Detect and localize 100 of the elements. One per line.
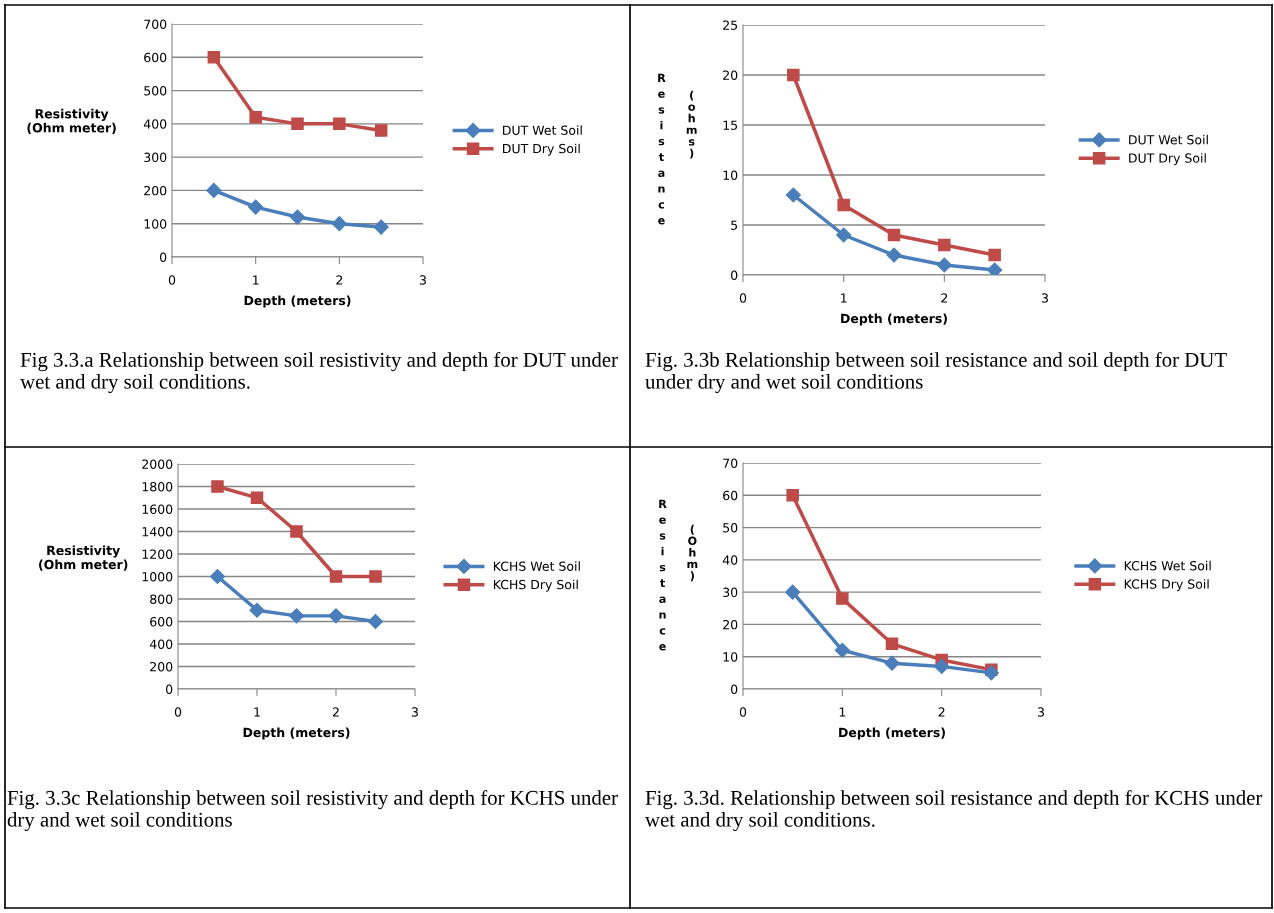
y-tick-label: 800 [150, 594, 173, 604]
x-tick-label: 3 [411, 707, 418, 717]
y-tick-label: 500 [144, 86, 167, 96]
legend-label: KCHS Wet Soil [1124, 560, 1211, 571]
point [787, 68, 800, 82]
y-tick-label: 2000 [142, 459, 173, 469]
y-tick-label: 70 [723, 458, 738, 468]
point [934, 658, 950, 674]
x-tick-label: 0 [739, 293, 747, 303]
x-tick-label: 0 [174, 707, 182, 717]
y-tick-label: 15 [723, 120, 738, 130]
point [369, 570, 382, 583]
caption: Fig. 3.3c Relationship between soil resistivity and depth for KCHS under dry and wet soil conditions [7, 790, 618, 832]
x-axis-title: Depth (meters) [244, 295, 351, 308]
point [936, 257, 952, 273]
point [938, 238, 951, 252]
x-tick-label: 1 [254, 707, 260, 717]
point [207, 51, 221, 64]
point [836, 592, 849, 605]
y-tick-label: 600 [144, 52, 167, 63]
point [331, 216, 347, 232]
point [785, 584, 801, 600]
legend-label: KCHS Wet Soil [493, 561, 580, 571]
y-tick-label: 0 [160, 252, 167, 262]
y-tick-label: 0 [731, 684, 738, 694]
point [983, 665, 999, 681]
legend-label: DUT Dry Soil [503, 143, 580, 156]
point [886, 247, 902, 263]
y-tick-label: 50 [723, 523, 738, 533]
point [211, 480, 224, 493]
point [291, 117, 304, 131]
y-tick-label: 600 [150, 616, 173, 627]
point [837, 198, 850, 212]
legend-label: DUT Wet Soil [1129, 134, 1208, 145]
point [373, 219, 389, 235]
caption: Fig. 3.3d. Relationship between soil resistance and depth for KCHS under wet and dry soil conditions. [645, 790, 1263, 832]
point [209, 568, 226, 585]
y-tick-label: 200 [150, 661, 173, 672]
x-tick-label: 2 [332, 707, 339, 717]
y-tick-label: 1600 [142, 504, 173, 514]
y-tick-label: 10 [723, 170, 738, 180]
y-tick-label: 200 [144, 185, 167, 196]
y-axis-title: Resistivity (Ohm meter) [27, 108, 116, 135]
point [884, 655, 900, 671]
y-tick-label: 700 [144, 19, 167, 29]
point [249, 602, 265, 618]
y-tick-label: 1200 [142, 549, 173, 559]
x-axis-title: Depth (meters) [841, 313, 947, 326]
point [329, 570, 343, 583]
point [785, 187, 801, 203]
x-axis-title: Depth (meters) [839, 727, 945, 740]
y-tick-label: 300 [144, 152, 167, 163]
y-tick-label: 20 [723, 619, 738, 630]
x-tick-label: 3 [1041, 293, 1048, 303]
x-tick-label: 2 [941, 293, 948, 303]
point [248, 199, 264, 215]
point [367, 613, 384, 630]
legend-label: KCHS Dry Soil [493, 579, 578, 592]
y-tick-label: 1400 [142, 526, 173, 537]
point [206, 182, 222, 198]
point [328, 608, 344, 624]
y-tick-label: 5 [731, 220, 738, 230]
text: Resistance (Ohm) [659, 499, 698, 651]
y-tick-label: 20 [723, 70, 738, 80]
y-tick-label: 400 [143, 119, 167, 129]
point [786, 489, 799, 502]
point [333, 117, 346, 131]
y-tick-label: 0 [166, 684, 173, 694]
legend-label: KCHS Dry Soil [1124, 579, 1209, 592]
point [288, 608, 305, 624]
x-tick-label: 3 [419, 275, 426, 285]
x-axis-title: Depth (meters) [243, 727, 350, 740]
x-tick-label: 2 [938, 707, 945, 717]
point [836, 227, 852, 243]
caption: Fig 3.3.a Relationship between soil resistivity and depth for DUT under wet and dry soil conditions. [20, 352, 618, 394]
point [249, 110, 262, 124]
y-tick-label: 30 [723, 587, 738, 598]
point [290, 525, 303, 538]
text: Resistance (ohms) [658, 73, 697, 225]
x-tick-label: 0 [739, 707, 747, 717]
point [834, 642, 850, 658]
y-tick-label: 60 [723, 490, 738, 501]
legend-label: DUT Dry Soil [1129, 153, 1206, 166]
legend-label: DUT Wet Soil [503, 125, 582, 135]
x-tick-label: 2 [336, 275, 343, 285]
y-tick-label: 1000 [142, 571, 173, 582]
x-tick-label: 1 [839, 707, 846, 717]
x-tick-label: 3 [1037, 707, 1044, 717]
point [250, 491, 264, 505]
y-tick-label: 1800 [142, 481, 173, 492]
y-tick-label: 40 [722, 555, 738, 565]
point [289, 209, 306, 225]
x-tick-label: 1 [253, 275, 259, 285]
y-tick-label: 10 [723, 652, 738, 662]
point [374, 124, 388, 137]
y-tick-label: 400 [149, 639, 173, 649]
point [885, 637, 899, 651]
x-tick-label: 1 [841, 293, 847, 303]
point [987, 262, 1003, 275]
caption: Fig. 3.3b Relationship between soil resistance and soil depth for DUT under dry and wet soil conditions [645, 352, 1227, 394]
